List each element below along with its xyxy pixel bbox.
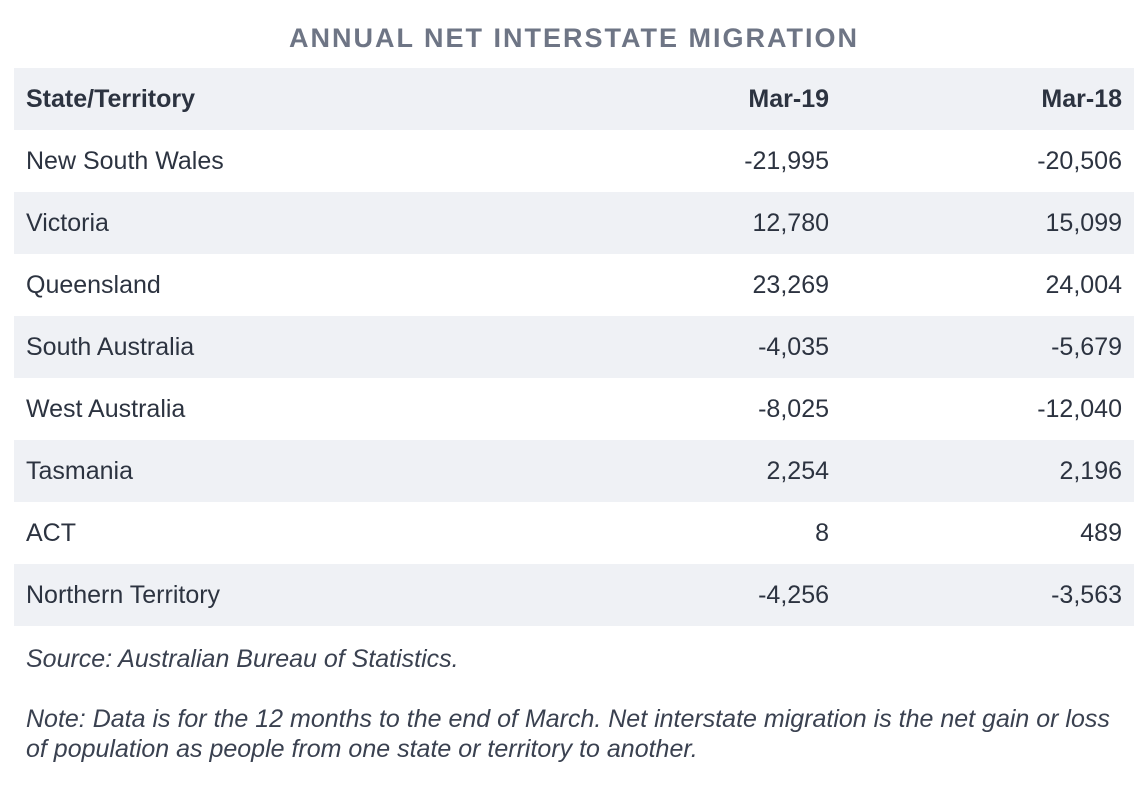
value-mar-19: -4,035 [758, 332, 829, 361]
value-mar-19: -8,025 [758, 394, 829, 423]
state-name: Queensland [26, 270, 161, 299]
value-mar-19: -4,256 [758, 580, 829, 609]
value-mar-18: -20,506 [1037, 146, 1122, 175]
table-row: Tasmania 2,254 2,196 [14, 440, 1134, 502]
header-row: State/Territory Mar-19 Mar-18 [14, 68, 1134, 130]
table-row: Northern Territory -4,256 -3,563 [14, 564, 1134, 626]
state-name: West Australia [26, 394, 186, 423]
value-mar-19: 12,780 [752, 208, 829, 237]
table-title: ANNUAL NET INTERSTATE MIGRATION [289, 23, 859, 53]
value-mar-19: 8 [815, 518, 829, 547]
value-mar-18: 24,004 [1045, 270, 1122, 299]
value-mar-18: -5,679 [1051, 332, 1122, 361]
state-name: Victoria [26, 208, 109, 237]
value-mar-18: 489 [1080, 518, 1122, 547]
state-name: South Australia [26, 332, 195, 361]
state-name: New South Wales [26, 146, 224, 175]
footnote: Note: Data is for the 12 months to the e… [26, 705, 1110, 763]
table-row: New South Wales -21,995 -20,506 [14, 130, 1134, 192]
header-mar-18: Mar-18 [1041, 84, 1122, 113]
value-mar-18: 15,099 [1045, 208, 1122, 237]
table-row: South Australia -4,035 -5,679 [14, 316, 1134, 378]
migration-table: State/Territory Mar-19 Mar-18 New South … [14, 68, 1134, 626]
value-mar-18: -3,563 [1051, 580, 1122, 609]
value-mar-18: 2,196 [1059, 456, 1122, 485]
table-row: Queensland 23,269 24,004 [14, 254, 1134, 316]
table-row: Victoria 12,780 15,099 [14, 192, 1134, 254]
state-name: Tasmania [26, 456, 133, 485]
value-mar-19: 23,269 [752, 270, 829, 299]
state-name: Northern Territory [26, 580, 221, 609]
value-mar-18: -12,040 [1037, 394, 1122, 423]
value-mar-19: -21,995 [744, 146, 829, 175]
header-state: State/Territory [26, 84, 196, 113]
state-name: ACT [26, 518, 76, 547]
table-row: ACT 8 489 [14, 502, 1134, 564]
header-mar-19: Mar-19 [748, 84, 829, 113]
table-row: West Australia -8,025 -12,040 [14, 378, 1134, 440]
value-mar-19: 2,254 [766, 456, 829, 485]
source-note: Source: Australian Bureau of Statistics. [26, 645, 459, 673]
